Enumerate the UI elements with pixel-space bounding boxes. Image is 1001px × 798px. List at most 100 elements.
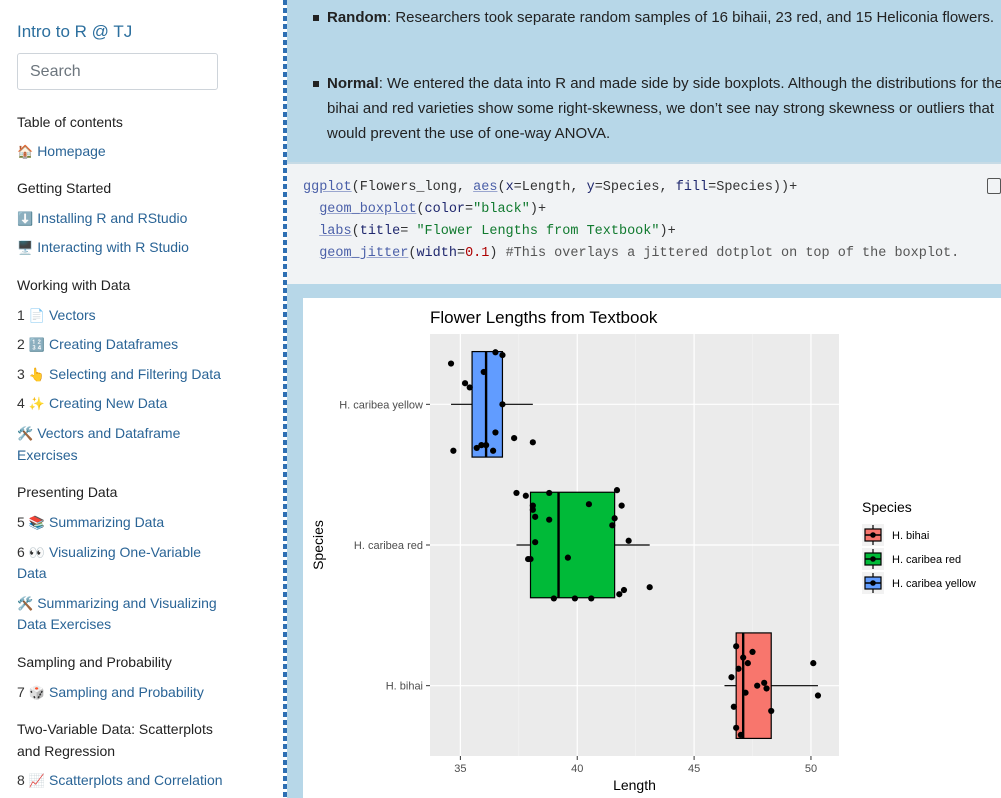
sidebar-item-label[interactable]: Creating Dataframes <box>48 336 179 352</box>
section-heading-presenting-data: Presenting Data <box>17 484 118 500</box>
code-block[interactable]: ggplot(Flowers_long, aes(x=Length, y=Spe… <box>287 162 1001 284</box>
legend-key-point <box>870 556 876 562</box>
sidebar-item-sampling[interactable]: 7 🎲 Sampling and Probability <box>17 682 204 703</box>
legend-label: H. caribea yellow <box>892 578 976 590</box>
data-point <box>513 489 520 497</box>
sparkles-icon: ✨ <box>28 396 45 411</box>
tools-icon: 🛠️ <box>17 596 34 611</box>
sidebar-item-installing[interactable]: ⬇️ Installing R and RStudio <box>17 208 187 229</box>
data-point <box>511 434 518 442</box>
data-point <box>742 689 749 696</box>
code-text: =Species, <box>594 180 676 195</box>
data-point <box>810 660 817 667</box>
code-line-4: geom_jitter(width=0.1) #This overlays a … <box>303 246 959 261</box>
sidebar-item-interacting[interactable]: 🖥️ Interacting with R Studio <box>17 237 189 258</box>
sidebar-item-label[interactable]: Summarizing and Visualizing <box>37 595 217 611</box>
sidebar-item-label-cont[interactable]: Data <box>17 563 47 584</box>
sidebar-item-label[interactable]: Installing R and RStudio <box>37 210 188 226</box>
data-point <box>546 489 553 497</box>
download-arrow-icon: ⬇️ <box>17 211 34 226</box>
toc-heading: Table of contents <box>17 114 123 130</box>
data-point <box>814 692 822 699</box>
sidebar-item-label[interactable]: Selecting and Filtering Data <box>48 366 221 382</box>
data-point <box>564 554 571 561</box>
sidebar-item-creating-dataframes[interactable]: 2 🔢 Creating Dataframes <box>17 334 178 355</box>
data-point <box>499 352 506 359</box>
legend-title: Species <box>862 499 912 515</box>
sidebar-item-label[interactable]: Visualizing One-Variable <box>48 544 201 560</box>
data-point <box>749 648 756 656</box>
sidebar-divider[interactable] <box>283 0 287 798</box>
boxplot-chart: 35 40 45 50 H. bihai H. caribea red H. caribea… <box>310 308 976 793</box>
sidebar-item-vectors[interactable]: 1 📄 Vectors <box>17 305 96 326</box>
code-text: = <box>465 202 474 217</box>
data-point <box>611 515 618 522</box>
code-function[interactable]: geom_jitter <box>319 246 409 261</box>
sidebar-item-label[interactable]: Scatterplots and Correlation <box>48 772 223 788</box>
sidebar-item-selecting-filtering[interactable]: 3 👆 Selecting and Filtering Data <box>17 364 221 385</box>
sidebar-item-label[interactable]: Data <box>17 565 47 581</box>
sidebar-item-creating-new-data[interactable]: 4 ✨ Creating New Data <box>17 393 167 414</box>
item-number: 7 <box>17 684 25 700</box>
sidebar-item-label[interactable]: Vectors and Dataframe <box>37 425 181 441</box>
code-number: 0.1 <box>465 246 490 261</box>
sidebar-item-label[interactable]: Sampling and Probability <box>48 684 204 700</box>
code-line-3: labs(title= "Flower Lengths from Textboo… <box>303 224 675 239</box>
list-item-random: Random: Researchers took separate random… <box>313 5 1001 30</box>
code-comment: #This overlays a jittered dotplot on top… <box>505 246 960 261</box>
legend-key-point <box>870 532 876 538</box>
data-point <box>466 384 473 391</box>
sidebar-item-homepage[interactable]: 🏠 Homepage <box>17 141 106 162</box>
data-point <box>492 429 499 436</box>
code-arg: fill <box>675 180 709 195</box>
sidebar-item-label[interactable]: Summarizing Data <box>48 514 165 530</box>
tools-icon: 🛠️ <box>17 426 34 441</box>
code-text: ( <box>416 202 425 217</box>
code-arg: width <box>416 246 457 261</box>
code-function[interactable]: labs <box>319 224 352 239</box>
data-point <box>482 442 490 449</box>
sidebar-item-summarizing[interactable]: 5 📚 Summarizing Data <box>17 512 164 533</box>
code-function[interactable]: aes <box>473 180 498 195</box>
search-box[interactable] <box>17 53 218 90</box>
sidebar-item-label[interactable]: Exercises <box>17 447 78 463</box>
data-point <box>768 707 775 715</box>
data-point <box>613 487 621 494</box>
eyes-icon: 👀 <box>28 545 45 560</box>
pointing-finger-icon: 👆 <box>28 367 45 382</box>
site-title[interactable]: Intro to R @ TJ <box>17 22 133 41</box>
item-number: 3 <box>17 366 25 382</box>
sidebar-item-label[interactable]: Interacting with R Studio <box>37 239 189 255</box>
sidebar-item-label[interactable]: Homepage <box>37 143 106 159</box>
data-point <box>737 731 744 738</box>
chart-title: Flower Lengths from Textbook <box>430 308 658 327</box>
sidebar-item-label[interactable]: Creating New Data <box>48 395 168 411</box>
item-number: 4 <box>17 395 25 411</box>
code-function[interactable]: geom_boxplot <box>319 202 417 217</box>
sidebar-item-vectors-exercises[interactable]: 🛠️ Vectors and Dataframe <box>17 423 180 444</box>
sidebar-item-summarizing-exercises[interactable]: 🛠️ Summarizing and Visualizing <box>17 593 217 614</box>
sidebar-item-scatterplots[interactable]: 8 📈 Scatterplots and Correlation <box>17 770 223 791</box>
code-arg: y <box>586 180 595 195</box>
sidebar-item-label[interactable]: Vectors <box>48 307 96 323</box>
data-point <box>744 660 751 667</box>
data-point <box>733 724 740 731</box>
sidebar: Intro to R @ TJ Table of contents 🏠Homep… <box>0 0 283 798</box>
item-number: 5 <box>17 514 25 530</box>
data-point <box>473 444 480 452</box>
data-point <box>625 537 632 544</box>
copy-icon[interactable] <box>987 178 1001 194</box>
data-point <box>447 360 455 367</box>
data-point <box>616 591 623 598</box>
list-item-normal: Normal: We entered the data into R and m… <box>313 71 1001 146</box>
bullet-marker <box>313 15 319 21</box>
y-tick-label: H. caribea yellow <box>339 399 423 411</box>
sidebar-item-label-cont[interactable]: Data Exercises <box>17 614 111 635</box>
sidebar-item-label[interactable]: Data Exercises <box>17 616 112 632</box>
search-input[interactable] <box>18 54 217 89</box>
data-point <box>499 401 506 408</box>
code-function[interactable]: ggplot <box>303 180 352 195</box>
sidebar-item-visualizing[interactable]: 6 👀 Visualizing One-Variable <box>17 542 201 563</box>
sidebar-item-label-cont[interactable]: Exercises <box>17 445 78 466</box>
data-point <box>550 595 557 602</box>
